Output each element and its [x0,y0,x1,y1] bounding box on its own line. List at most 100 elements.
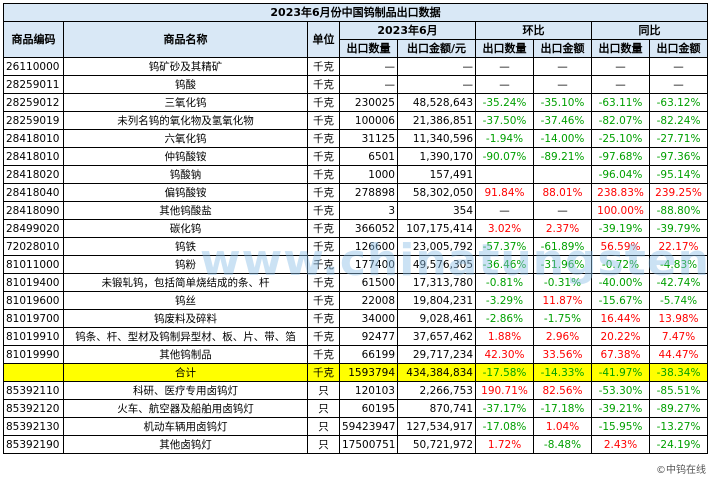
cell-name: 三氧化钨 [63,93,308,112]
cell-code: 81011000 [3,255,64,274]
cell-yoy-amount: — [648,75,709,94]
cell-code: 26110000 [3,57,64,76]
cell-yoy-amount: -88.80% [648,201,709,220]
cell-yoy-qty: -96.04% [591,165,650,184]
cell-name: 钨矿砂及其精矿 [63,57,308,76]
cell-code: 28259011 [3,75,64,94]
cell-mom-amount: 2.37% [533,219,592,238]
cell-amount: 50,721,972 [397,435,476,454]
table-row: 28418010 仲钨酸铵 千克 6501 1,390,170 -90.07% -89.21… [3,147,709,166]
cell-yoy-qty: 56.59% [591,237,650,256]
cell-qty: 1593794 [339,363,398,382]
cell-qty: 366052 [339,219,398,238]
table-row: 81019700 钨废料及碎料 千克 34000 9,028,461 -2.86% -1.7… [3,309,709,328]
cell-yoy-qty: -0.72% [591,255,650,274]
cell-yoy-amount: 239.25% [648,183,709,202]
table-row: 28259019 未列名钨的氧化物及氢氧化物 千克 100006 21,386,851-… [3,111,709,130]
cell-code: 81019700 [3,309,64,328]
cell-name: 钨条、杆、型材及钨制异型材、板、片、带、箔 [63,327,308,346]
cell-yoy-qty: — [591,57,650,76]
cell-unit: 千克 [307,111,340,130]
cell-mom-amount: -8.48% [533,435,592,454]
cell-name: 未列名钨的氧化物及氢氧化物 [63,111,308,130]
cell-yoy-amount: -5.74% [648,291,709,310]
header-yoy-qty: 出口数量 [591,39,650,58]
table-body: 26110000 钨矿砂及其精矿 千克 — — — — — —28259011 钨酸 千克 — — — — —… [3,57,709,454]
cell-amount: 9,028,461 [397,309,476,328]
cell-yoy-amount: -4.83% [648,255,709,274]
cell-yoy-amount: -42.74% [648,273,709,292]
cell-yoy-qty: -15.95% [591,417,650,436]
cell-mom-amount: -61.89% [533,237,592,256]
cell-code: 28418010 [3,147,64,166]
cell-code: 85392120 [3,399,64,418]
export-data-table: 2023年6月份中国钨制品出口数据 商品编码 商品名称 单位 2023年6月 环… [2,3,709,454]
cell-amount: 434,384,834 [397,363,476,382]
cell-qty: 100006 [339,111,398,130]
cell-unit: 千克 [307,147,340,166]
cell-mom-amount: -37.46% [533,111,592,130]
cell-mom-amount: — [533,75,592,94]
cell-mom-qty: — [475,201,534,220]
table-row: 28418090 其他钨酸盐 千克 3 354— —100.00% -88.80% [3,201,709,220]
cell-mom-amount: -31.96% [533,255,592,274]
table-row: 28418020 钨酸钠 千克 1000 157,491 -96.04% -95.14% [3,165,709,184]
cell-name: 钨粉 [63,255,308,274]
cell-name: 合计 [63,363,308,382]
cell-qty: 59423947 [339,417,398,436]
cell-yoy-qty: -53.30% [591,381,650,400]
cell-yoy-amount: -63.12% [648,93,709,112]
cell-code: 81019910 [3,327,64,346]
cell-qty: 126600 [339,237,398,256]
cell-name: 仲钨酸铵 [63,147,308,166]
cell-unit: 只 [307,381,340,400]
cell-unit: 千克 [307,183,340,202]
cell-yoy-amount: 13.98% [648,309,709,328]
cell-qty: — [339,75,398,94]
cell-qty: 61500 [339,273,398,292]
cell-code: 81019400 [3,273,64,292]
cell-amount: — [397,75,476,94]
cell-mom-amount: 88.01% [533,183,592,202]
cell-unit: 千克 [307,237,340,256]
cell-mom-amount: 33.56% [533,345,592,364]
cell-qty: 31125 [339,129,398,148]
cell-mom-qty: -17.58% [475,363,534,382]
cell-amount: 354 [397,201,476,220]
cell-code: 85392130 [3,417,64,436]
cell-yoy-amount: -24.19% [648,435,709,454]
cell-mom-amount: -17.18% [533,399,592,418]
cell-mom-qty: -2.86% [475,309,534,328]
cell-name: 钨丝 [63,291,308,310]
cell-mom-amount: -14.00% [533,129,592,148]
cell-unit: 千克 [307,273,340,292]
cell-unit: 千克 [307,255,340,274]
table-row: 28418010 六氧化钨 千克 31125 11,340,596 -1.94% -14.0… [3,129,709,148]
cell-yoy-amount: -95.14% [648,165,709,184]
table-row: 28499020 碳化钨 千克 366052 107,175,414 3.02% 2.37%… [3,219,709,238]
cell-name: 碳化钨 [63,219,308,238]
cell-mom-qty: 1.88% [475,327,534,346]
cell-qty: 278898 [339,183,398,202]
header-code: 商品编码 [3,21,64,58]
table-row: 85392120 火车、航空器及船舶用卤钨灯只 60195 870,741 -37.17… [3,399,709,418]
cell-yoy-qty: -41.97% [591,363,650,382]
cell-mom-amount: -89.21% [533,147,592,166]
cell-mom-amount: 2.96% [533,327,592,346]
cell-amount: 11,340,596 [397,129,476,148]
header-yoy-amount: 出口金额 [648,39,709,58]
cell-qty: — [339,57,398,76]
header-name: 商品名称 [63,21,308,58]
cell-name: 其他钨制品 [63,345,308,364]
header-mom-amount: 出口金额 [533,39,592,58]
cell-qty: 60195 [339,399,398,418]
cell-mom-amount: 1.04% [533,417,592,436]
cell-name: 偏钨酸铵 [63,183,308,202]
cell-name: 其他卤钨灯 [63,435,308,454]
cell-yoy-amount: -27.71% [648,129,709,148]
cell-unit: 只 [307,435,340,454]
cell-amount: — [397,57,476,76]
cell-mom-qty: -36.46% [475,255,534,274]
table-row: 85392130 机动车辆用卤钨灯只 59423947 127,534,917 -17.… [3,417,709,436]
cell-mom-amount: — [533,201,592,220]
